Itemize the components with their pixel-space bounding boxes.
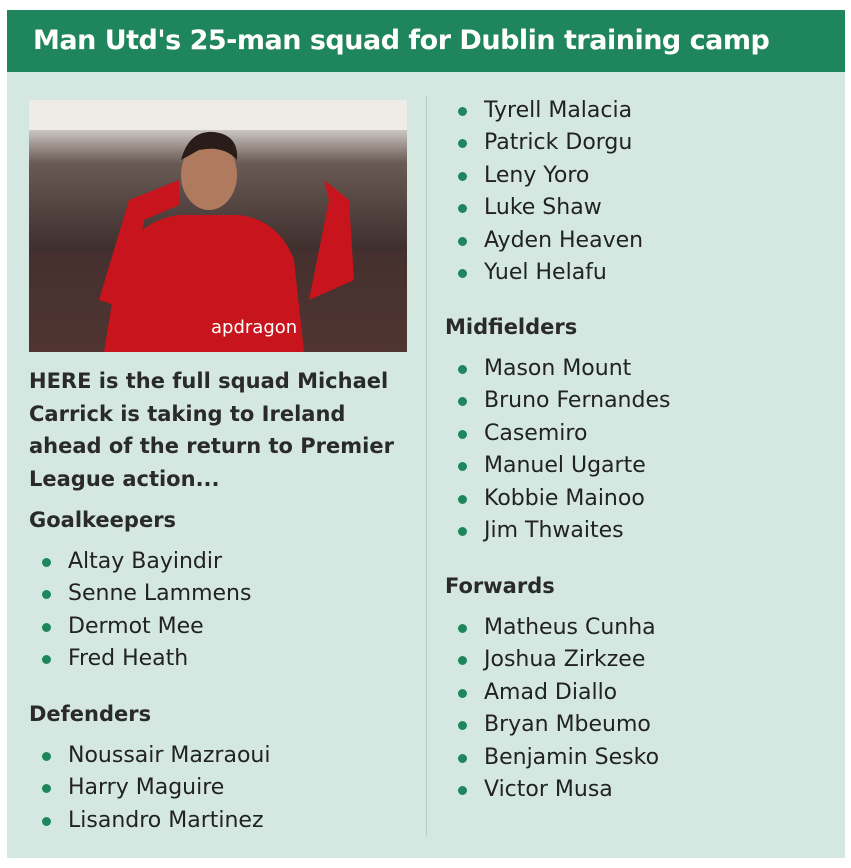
page-title: Man Utd's 25-man squad for Dublin traini… <box>7 10 845 72</box>
list-item: Leny Yoro <box>445 160 643 192</box>
player-photo: apdragon <box>29 100 407 352</box>
list-item: Mason Mount <box>445 353 670 385</box>
bullet-icon <box>458 526 467 536</box>
list-item: Fred Heath <box>29 643 251 675</box>
bullet-icon <box>458 656 467 666</box>
bullet-icon <box>458 107 467 116</box>
bullet-icon <box>458 753 467 763</box>
bullet-icon <box>458 785 467 795</box>
list-item: Lisandro Martinez <box>29 805 270 837</box>
list-item: Benjamin Sesko <box>445 742 659 774</box>
list-item: Casemiro <box>445 418 670 450</box>
section-heading: Defenders <box>29 702 152 726</box>
list-item: Patrick Dorgu <box>445 127 643 159</box>
bullet-icon <box>42 655 51 665</box>
list-item: Jim Thwaites <box>445 515 670 547</box>
bullet-icon <box>458 494 467 504</box>
bullet-icon <box>42 816 51 826</box>
list-item: Kobbie Mainoo <box>445 483 670 515</box>
list-item: Dermot Mee <box>29 611 251 643</box>
bullet-icon <box>42 590 51 600</box>
bullet-icon <box>458 139 467 149</box>
bullet-icon <box>42 752 51 761</box>
bullet-icon <box>458 236 467 246</box>
bullet-icon <box>458 171 467 181</box>
list-item: Luke Shaw <box>445 192 643 224</box>
list-item: Senne Lammens <box>29 578 251 610</box>
bullet-icon <box>458 462 467 472</box>
section-heading: Midfielders <box>445 315 578 339</box>
midfielders-section: Midfielders Mason Mount Bruno Fernandes … <box>445 312 670 547</box>
column-divider <box>426 96 427 836</box>
list-item: Bruno Fernandes <box>445 385 670 417</box>
sponsor-logo: apdragon <box>211 317 297 338</box>
intro-text: HERE is the full squad Michael Carrick i… <box>29 369 394 491</box>
list-item: Bryan Mbeumo <box>445 709 659 741</box>
list-item: Tyrell Malacia <box>445 95 643 127</box>
section-heading: Forwards <box>445 574 555 598</box>
list-item: Matheus Cunha <box>445 612 659 644</box>
list-item: Joshua Zirkzee <box>445 644 659 676</box>
list-item: Manuel Ugarte <box>445 450 670 482</box>
list-item: Altay Bayindir <box>29 546 251 578</box>
bullet-icon <box>458 268 467 278</box>
bullet-icon <box>458 397 467 407</box>
bullet-icon <box>458 429 467 439</box>
bullet-icon <box>458 721 467 731</box>
forwards-section: Forwards Matheus Cunha Joshua Zirkzee Am… <box>445 571 659 806</box>
list-item: Noussair Mazraoui <box>29 740 270 772</box>
bullet-icon <box>458 688 467 698</box>
bullet-icon <box>458 365 467 374</box>
section-heading: Goalkeepers <box>29 508 177 532</box>
list-item: Victor Musa <box>445 774 659 806</box>
list-item: Harry Maguire <box>29 772 270 804</box>
defenders-continued: Tyrell Malacia Patrick Dorgu Leny Yoro L… <box>445 95 643 289</box>
bullet-icon <box>42 784 51 794</box>
list-item: Ayden Heaven <box>445 225 643 257</box>
bullet-icon <box>42 558 51 567</box>
bullet-icon <box>458 624 467 633</box>
defenders-section: Defenders Noussair Mazraoui Harry Maguir… <box>29 699 270 837</box>
bullet-icon <box>42 622 51 632</box>
bullet-icon <box>458 204 467 214</box>
list-item: Amad Diallo <box>445 677 659 709</box>
goalkeepers-section: Goalkeepers Altay Bayindir Senne Lammens… <box>29 505 251 676</box>
list-item: Yuel Helafu <box>445 257 643 289</box>
